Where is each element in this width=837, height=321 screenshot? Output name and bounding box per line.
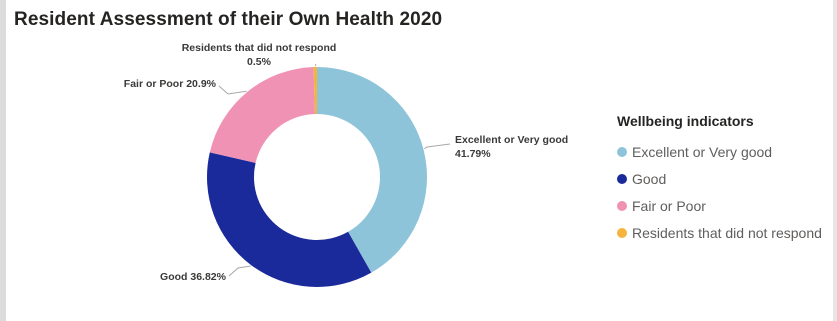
donut-slice-fair-or-poor[interactable] [209, 67, 316, 163]
legend-marker-good [617, 173, 627, 184]
legend-marker-excellent [617, 146, 627, 157]
legend-label-good: Good [632, 170, 667, 187]
leader-line-no-response [314, 63, 317, 67]
data-label-no-response: Residents that did not respond 0.5% [182, 42, 337, 68]
left-border [0, 0, 6, 321]
legend-item-excellent[interactable]: Excellent or Very good [617, 138, 822, 165]
legend-label-fair-or-poor: Fair or Poor [632, 197, 706, 214]
legend-item-fair-or-poor[interactable]: Fair or Poor [617, 192, 822, 219]
data-label-fair-or-poor: Fair or Poor 20.9% [124, 78, 217, 90]
leader-line-excellent [424, 143, 451, 150]
legend-marker-no-response [617, 227, 627, 238]
chart-title: Resident Assessment of their Own Health … [14, 9, 443, 30]
legend-label-excellent: Excellent or Very good [632, 143, 773, 160]
leader-line-good [228, 265, 251, 277]
legend-marker-fair-or-poor [617, 200, 627, 211]
legend-item-good[interactable]: Good [617, 165, 822, 192]
data-label-excellent: Excellent or Very good 41.79% [455, 134, 568, 160]
donut-slice-no-response[interactable] [313, 67, 317, 115]
legend-label-no-response: Residents that did not respond [632, 224, 822, 241]
legend-title: Wellbeing indicators [617, 113, 754, 129]
data-label-good: Good 36.82% [160, 271, 227, 283]
donut-slice-excellent[interactable] [317, 67, 427, 273]
leader-line-fair-or-poor [218, 85, 247, 95]
right-border [833, 0, 837, 321]
donut-slice-good[interactable] [207, 152, 372, 287]
legend: Wellbeing indicators Excellent or Very g… [617, 113, 822, 246]
legend-item-no-response[interactable]: Residents that did not respond [617, 219, 822, 246]
